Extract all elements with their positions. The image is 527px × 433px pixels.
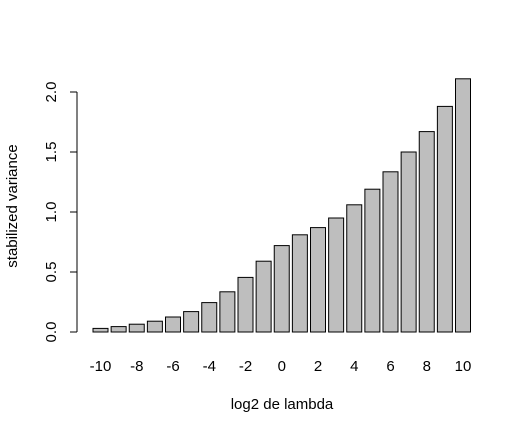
bar-0 xyxy=(273,245,290,333)
y-tick-label: 0.0 xyxy=(43,322,60,343)
x-tick-label: -10 xyxy=(90,358,112,375)
bar--4 xyxy=(201,302,218,333)
y-tick-label: 1.5 xyxy=(43,142,60,163)
x-tick-label: 0 xyxy=(278,358,286,375)
bar--7 xyxy=(146,320,163,333)
bar-10 xyxy=(455,78,471,333)
bar-7 xyxy=(400,151,417,333)
x-tick-label: 4 xyxy=(350,358,358,375)
x-tick-label: 10 xyxy=(455,358,472,375)
y-tick-label: 2.0 xyxy=(43,82,60,103)
bar-4 xyxy=(346,204,363,333)
x-tick-label: 6 xyxy=(386,358,394,375)
bar--9 xyxy=(110,326,127,333)
bar--6 xyxy=(165,316,181,333)
bar-8 xyxy=(418,131,435,333)
x-axis-ticks: -10 -8 -6 -4 -2 0 2 4 6 8 10 xyxy=(90,358,472,375)
bar-9 xyxy=(436,105,453,333)
x-tick-label: 8 xyxy=(423,358,431,375)
bar-1 xyxy=(291,234,308,333)
x-tick-label: -2 xyxy=(239,358,252,375)
y-tick-label: 1.0 xyxy=(43,202,60,223)
x-axis-title: log2 de lambda xyxy=(231,396,334,413)
y-axis-title: stabilized variance xyxy=(4,144,21,267)
bar--8 xyxy=(128,323,145,333)
bars-group xyxy=(92,78,471,333)
x-tick-label: 2 xyxy=(314,358,322,375)
y-tick-label: 0.5 xyxy=(43,262,60,283)
bar-3 xyxy=(328,217,345,333)
x-tick-label: -4 xyxy=(203,358,216,375)
bar--2 xyxy=(237,276,254,333)
bar--3 xyxy=(219,291,236,333)
y-axis-ticks: 0.0 0.5 1.0 1.5 2.0 xyxy=(43,82,77,343)
bar-5 xyxy=(364,188,381,333)
bar--1 xyxy=(255,260,272,333)
bar-2 xyxy=(310,227,326,333)
bar--10 xyxy=(92,327,109,333)
x-tick-label: -8 xyxy=(130,358,143,375)
bar--5 xyxy=(183,311,200,333)
bar-6 xyxy=(382,171,399,333)
x-tick-label: -6 xyxy=(166,358,179,375)
